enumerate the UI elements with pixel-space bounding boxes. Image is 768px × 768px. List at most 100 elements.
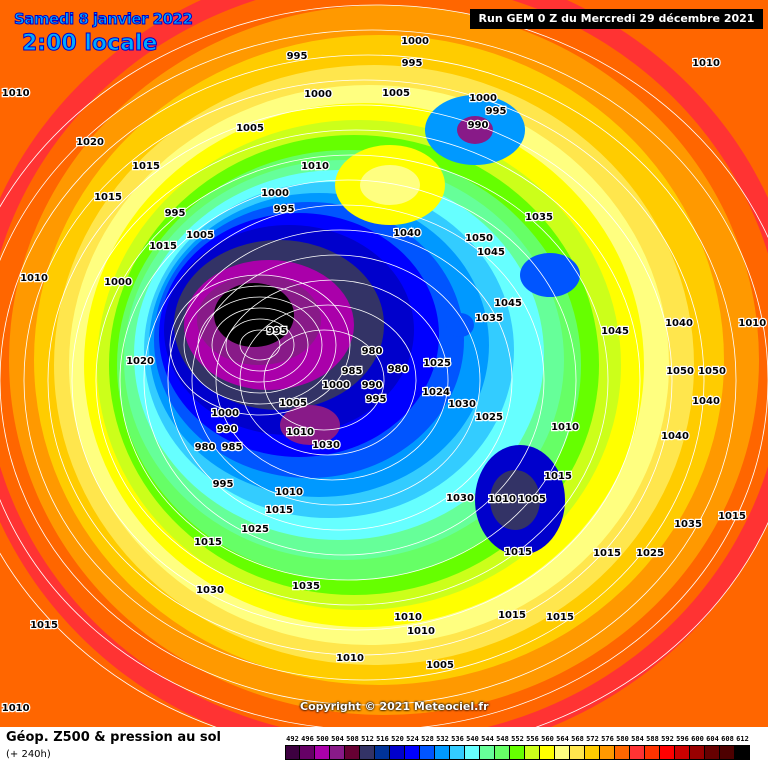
legend-label: 596: [676, 735, 689, 743]
legend-swatch: [615, 745, 630, 760]
map-title: Géop. Z500 & pression au sol: [6, 730, 221, 745]
pressure-label: 1035: [674, 519, 702, 530]
legend-item: 568: [570, 735, 585, 760]
pressure-label: 1020: [126, 356, 154, 367]
legend-label: 492: [286, 735, 299, 743]
legend-label: 588: [646, 735, 659, 743]
pressure-label: 995: [274, 204, 295, 215]
isobar: [239, 329, 281, 361]
pressure-label: 1050: [465, 233, 493, 244]
pressure-label: 990: [468, 120, 489, 131]
legend-swatch: [330, 745, 345, 760]
forecast-date: Samedi 8 janvier 2022: [13, 10, 193, 29]
pressure-label: 1010: [2, 88, 30, 99]
legend-swatch: [555, 745, 570, 760]
legend-item: 556: [525, 735, 540, 760]
band: [520, 253, 580, 297]
pressure-label: 1040: [393, 228, 421, 239]
band: [280, 405, 340, 445]
legend-swatch: [480, 745, 495, 760]
pressure-label: 985: [342, 366, 363, 377]
isobar: [47, 104, 673, 656]
pressure-label: 1045: [477, 247, 505, 258]
pressure-label: 1010: [301, 161, 329, 172]
pressure-label: 1010: [692, 58, 720, 69]
pressure-label: 1000: [104, 277, 132, 288]
legend-swatch: [420, 745, 435, 760]
legend-item: 496: [300, 735, 315, 760]
legend-label: 504: [331, 735, 344, 743]
legend-swatch: [600, 745, 615, 760]
pressure-label: 1050: [666, 366, 694, 377]
isobar: [143, 204, 545, 556]
legend-label: 584: [631, 735, 644, 743]
legend-label: 496: [301, 735, 314, 743]
pressure-label: 1015: [194, 537, 222, 548]
pressure-label: 1025: [475, 412, 503, 423]
legend-swatch: [660, 745, 675, 760]
pressure-labels: 1010 995 1000 995 1010 1000 1005 1000 990 995 1020…: [1, 35, 768, 716]
pressure-label: 1005: [236, 123, 264, 134]
legend-label: 600: [691, 735, 704, 743]
legend-swatch: [720, 745, 735, 760]
isobar: [119, 179, 577, 581]
isobar: [211, 307, 309, 383]
isobar: [0, 29, 768, 727]
legend-swatch: [510, 745, 525, 760]
legend-item: 548: [495, 735, 510, 760]
legend-label: 552: [511, 735, 524, 743]
pressure-label: 1045: [494, 298, 522, 309]
isobar: [0, 4, 768, 727]
legend-swatch: [465, 745, 480, 760]
legend-swatch: [345, 745, 360, 760]
pressure-label: 1010: [2, 703, 30, 714]
pressure-label: 1015: [94, 192, 122, 203]
pressure-label: 1000: [322, 380, 350, 391]
pressure-label: 990: [362, 380, 383, 391]
pressure-label: 980: [362, 346, 383, 357]
legend-label: 564: [556, 735, 569, 743]
pressure-label: 1000: [469, 93, 497, 104]
legend-label: 576: [601, 735, 614, 743]
legend-label: 604: [706, 735, 719, 743]
legend-swatch: [570, 745, 585, 760]
legend-label: 540: [466, 735, 479, 743]
pressure-label: 1000: [401, 36, 429, 47]
pressure-label: 1010: [394, 612, 422, 623]
isobar: [71, 129, 641, 631]
band: [457, 116, 493, 144]
pressure-label: 1015: [593, 548, 621, 559]
legend-swatch: [735, 745, 750, 760]
legend-swatch: [645, 745, 660, 760]
pressure-label: 1030: [312, 440, 340, 451]
pressure-label: 995: [486, 106, 507, 117]
legend-swatch: [405, 745, 420, 760]
isobar: [167, 229, 513, 531]
pressure-label: 1010: [407, 626, 435, 637]
legend-item: 512: [360, 735, 375, 760]
pressure-label: 995: [287, 51, 308, 62]
pressure-label: 1030: [196, 585, 224, 596]
pressure-label: 1015: [265, 505, 293, 516]
pressure-label: 1005: [279, 398, 307, 409]
isobars: [0, 4, 768, 727]
pressure-label: 1024: [422, 387, 450, 398]
pressure-label: 995: [402, 58, 423, 69]
isobar: [215, 279, 449, 481]
isobar: [191, 254, 481, 506]
footer: Géop. Z500 & pression au sol (+ 240h) 49…: [0, 727, 768, 768]
legend-label: 528: [421, 735, 434, 743]
legend-item: 552: [510, 735, 525, 760]
legend-swatch: [360, 745, 375, 760]
legend-item: 536: [450, 735, 465, 760]
band: [490, 470, 540, 530]
legend-item: 520: [390, 735, 405, 760]
pressure-label: 1005: [382, 88, 410, 99]
legend-label: 532: [436, 735, 449, 743]
pressure-label: 1010: [738, 318, 766, 329]
legend-label: 548: [496, 735, 509, 743]
pressure-label: 980: [195, 442, 216, 453]
pressure-label: 1010: [551, 422, 579, 433]
pressure-label: 1000: [261, 188, 289, 199]
legend-item: 532: [435, 735, 450, 760]
